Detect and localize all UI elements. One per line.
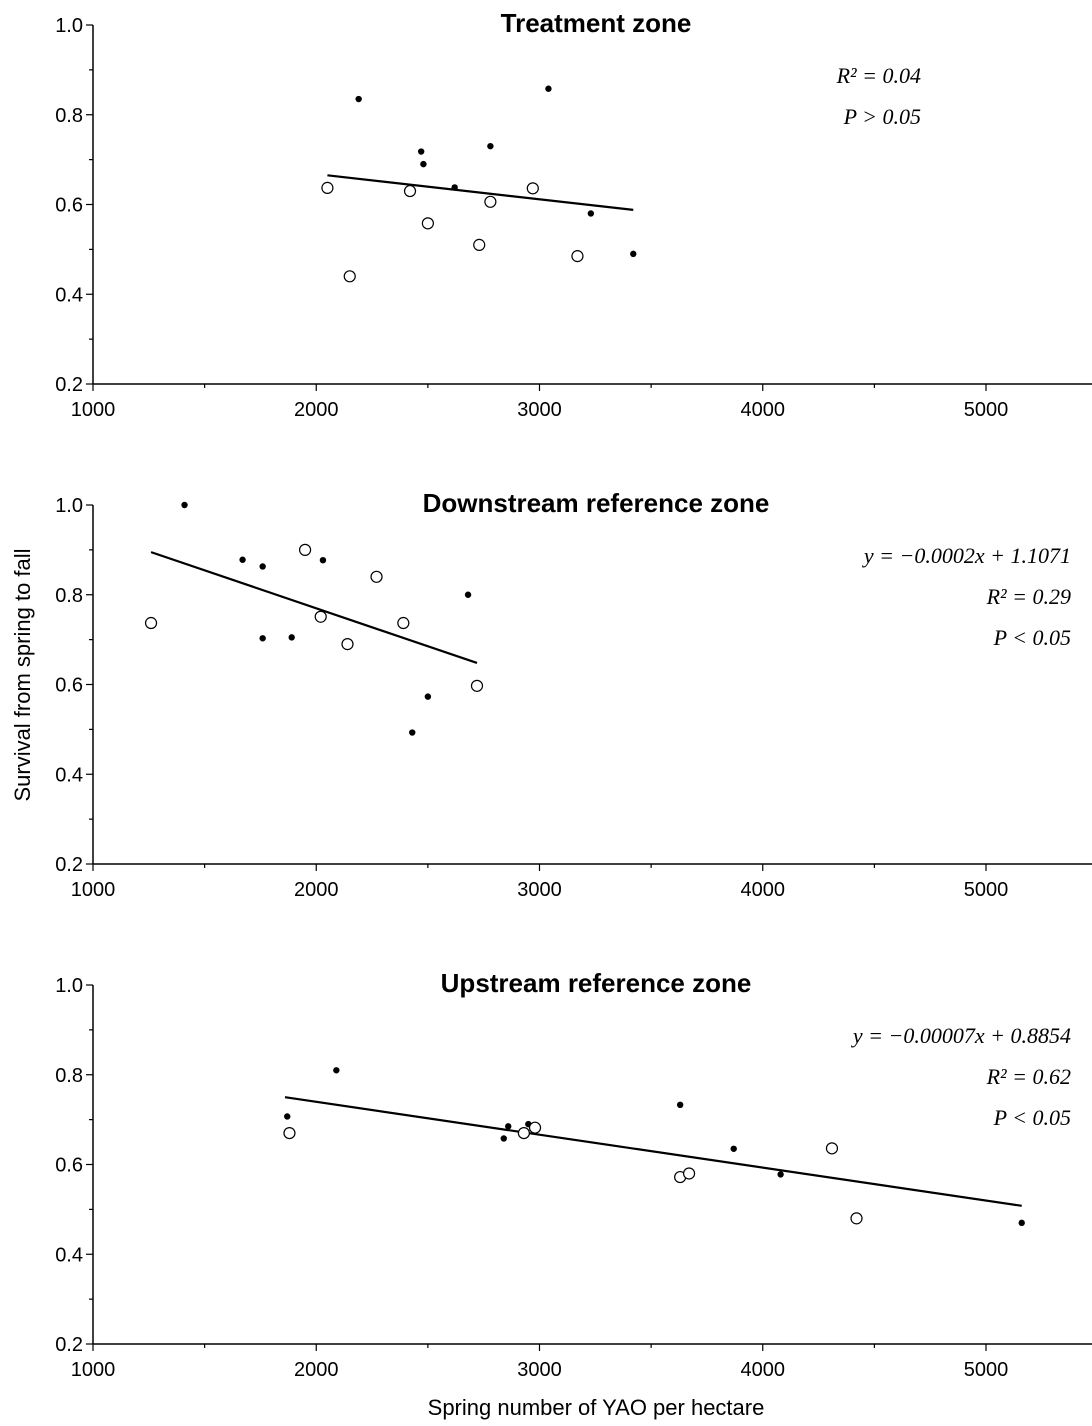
data-point-open [571,250,584,263]
data-point-open [421,217,434,230]
regression-line [284,1096,1022,1207]
data-point-filled [487,142,494,150]
y-tick-label: 0.4 [55,1244,83,1266]
data-point-filled [676,1101,684,1109]
x-tick-label: 2000 [294,879,339,901]
x-tick-label: 2000 [294,1359,339,1381]
y-axis-label: Survival from spring to fall [10,548,35,801]
x-tick-label: 5000 [964,879,1009,901]
x-tick-label: 1000 [71,1359,116,1381]
data-point-open [850,1212,863,1225]
y-tick-label: 0.2 [55,1334,83,1356]
regression-line [327,174,634,211]
y-tick-label: 0.8 [55,585,83,607]
data-point-filled [319,556,327,564]
y-tick-label: 0.2 [55,374,83,396]
data-point-open [682,1167,696,1180]
data-point-open [528,1121,542,1134]
y-tick-label: 1.0 [55,15,83,37]
data-point-filled [545,85,552,92]
data-point-open [473,238,486,251]
panel-2: 0.2 0.4 0.6 0.8 1.0 1000 2000 3000 4000 5000 Downs… [55,488,1092,901]
data-point-filled [500,1135,507,1142]
data-point-open [526,182,539,195]
data-point-filled [730,1145,737,1152]
data-point-filled [355,95,362,103]
data-point-filled [420,160,427,168]
y-tick-label: 0.6 [55,675,83,697]
data-point-open [298,543,312,556]
panel-3: 0.2 0.4 0.6 0.8 1.0 1000 2000 3000 4000 5000 Upstr… [55,968,1092,1381]
annotation: y = −0.0002x + 1.1071 [862,543,1071,568]
x-tick-label: 4000 [741,879,786,901]
data-point-open [517,1126,530,1140]
y-tick-label: 0.6 [55,1155,83,1177]
y-tick-label: 1.0 [55,495,83,517]
annotation: R² = 0.04 [836,63,921,88]
data-point-open [144,616,158,630]
y-tick-label: 0.6 [55,195,83,217]
y-tick-label: 0.8 [55,1065,83,1087]
y-tick-label: 0.4 [55,764,83,786]
data-point-open [484,195,497,208]
data-point-filled [333,1067,340,1074]
data-point-filled [259,563,266,570]
y-tick-label: 0.2 [55,854,83,876]
panel-title: Upstream reference zone [441,968,752,998]
annotation: P < 0.05 [993,625,1071,650]
data-point-open [283,1126,296,1140]
y-tick-label: 0.8 [55,105,83,127]
panel-1: 0.2 0.4 0.6 0.8 1.0 1000 2000 3000 4000 5000 Treat… [55,8,1092,421]
data-point-filled [505,1123,512,1130]
data-point-open [470,679,484,692]
annotation: P < 0.05 [993,1105,1071,1130]
panel-title: Treatment zone [501,8,692,38]
data-point-filled [464,591,472,598]
panels: 0.2 0.4 0.6 0.8 1.0 1000 2000 3000 4000 5000 Treat… [55,8,1092,1381]
data-point-filled [417,148,425,155]
data-point-filled [451,184,458,191]
annotation: y = −0.00007x + 0.8854 [851,1023,1071,1048]
data-point-filled [239,556,246,563]
data-point-filled [181,501,188,509]
data-point-open [397,616,410,630]
data-point-filled [587,210,595,217]
x-tick-label: 5000 [964,1359,1009,1381]
x-tick-label: 4000 [741,399,786,421]
x-tick-label: 3000 [517,1359,562,1381]
data-point-filled [409,729,416,736]
x-tick-label: 5000 [964,399,1009,421]
data-point-open [370,570,383,583]
annotation: R² = 0.29 [986,584,1071,609]
data-point-filled [777,1171,784,1178]
data-point-filled [630,250,637,258]
panel-title: Downstream reference zone [423,488,770,518]
x-axis-label: Spring number of YAO per hectare [428,1395,765,1420]
data-point-filled [1018,1219,1025,1227]
data-point-filled [424,693,432,700]
x-tick-label: 3000 [517,399,562,421]
data-point-open [825,1142,839,1155]
data-point-open [343,270,356,283]
x-tick-label: 4000 [741,1359,786,1381]
x-tick-label: 2000 [294,399,339,421]
x-tick-label: 3000 [517,879,562,901]
annotation: R² = 0.62 [986,1064,1071,1089]
data-point-open [403,184,417,198]
data-point-filled [259,635,266,642]
data-point-open [341,638,354,651]
x-tick-label: 1000 [71,879,116,901]
annotation: P > 0.05 [843,104,921,129]
y-tick-label: 0.4 [55,284,83,306]
data-point-filled [288,634,295,641]
data-point-open [314,610,327,623]
x-tick-label: 1000 [71,399,116,421]
data-point-open [321,181,334,194]
data-point-filled [284,1113,291,1120]
y-tick-label: 1.0 [55,975,83,997]
regression-line [150,551,478,665]
